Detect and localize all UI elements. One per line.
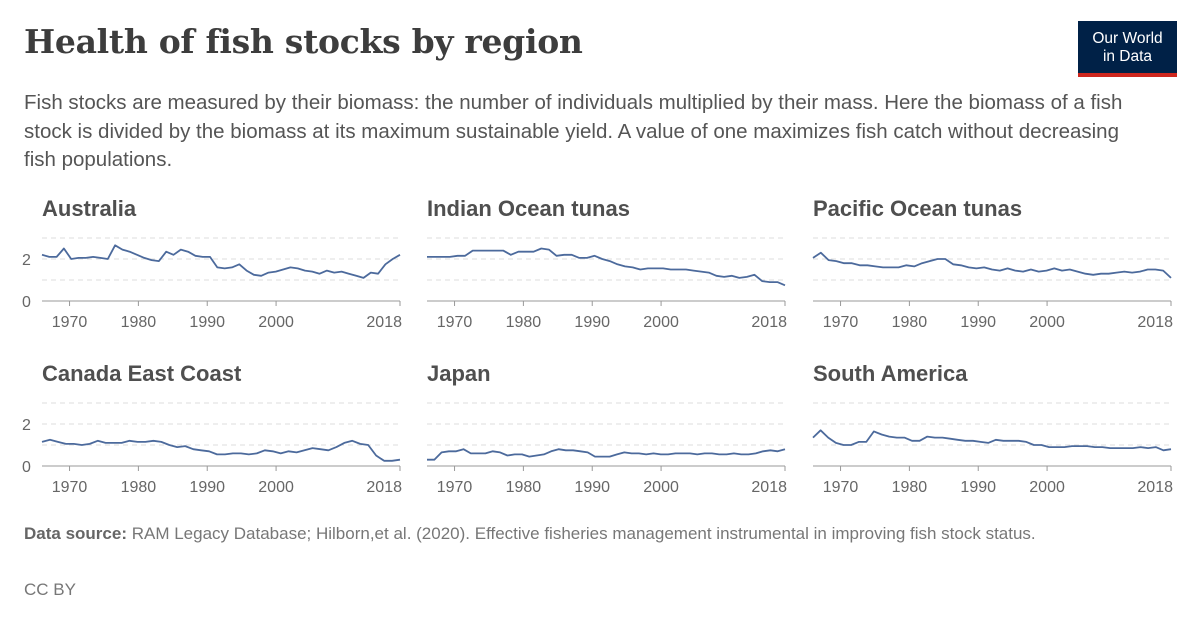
x-tick-label: 2018: [751, 479, 787, 496]
logo-line-1: Our World: [1092, 30, 1163, 47]
y-tick-label: 2: [22, 417, 31, 434]
panel-title: Australia: [42, 196, 137, 221]
x-tick-label: 1990: [189, 314, 225, 331]
panel-japan: Japan 1970 1980 1990 2000 2018: [427, 361, 787, 496]
x-tick-label: 2000: [1029, 314, 1065, 331]
panel-indian-ocean-tunas: Indian Ocean tunas 1970 1980 1990 2000 2018: [427, 196, 787, 331]
x-tick-label: 2000: [643, 479, 679, 496]
x-tick-label: 2018: [366, 314, 402, 331]
chart-subtitle: Fish stocks are measured by their biomas…: [24, 91, 1123, 171]
x-tick-label: 2018: [1137, 314, 1173, 331]
x-tick-label: 1970: [52, 314, 88, 331]
data-source: Data source: RAM Legacy Database; Hilbor…: [24, 522, 1154, 546]
x-tick-label: 1990: [189, 479, 225, 496]
panel-title: Indian Ocean tunas: [427, 196, 630, 221]
panel-title: South America: [813, 361, 968, 386]
x-tick-label: 2000: [643, 314, 679, 331]
x-tick-label: 1970: [437, 479, 473, 496]
panel-pacific-ocean-tunas: Pacific Ocean tunas 1970 1980 1990 2000 2018: [812, 196, 1173, 331]
x-tick-label: 1980: [892, 479, 928, 496]
x-tick-label: 1970: [52, 479, 88, 496]
series-line: [427, 247, 786, 287]
chart-title: Health of fish stocks by region: [24, 22, 583, 61]
series-line: [41, 438, 401, 462]
x-tick-label: 1980: [121, 479, 157, 496]
x-tick-label: 2018: [1137, 479, 1173, 496]
panel-title: Japan: [427, 361, 491, 386]
panel-title: Pacific Ocean tunas: [813, 196, 1022, 221]
y-tick-label: 0: [22, 294, 31, 311]
panel-south-america: South America 1970 1980 1990 2000 2018: [812, 361, 1173, 496]
x-tick-label: 1990: [574, 479, 610, 496]
x-tick-label: 1980: [892, 314, 928, 331]
series-line: [812, 251, 1172, 279]
x-tick-label: 1990: [960, 479, 996, 496]
x-tick-label: 2000: [258, 479, 294, 496]
panel-australia: Australia 0 2 1970 1980 1990 2000 2018: [22, 196, 402, 331]
x-tick-label: 2000: [1029, 479, 1065, 496]
source-label: Data source:: [24, 524, 127, 543]
series-line: [41, 244, 401, 279]
owid-logo[interactable]: Our World in Data: [1078, 21, 1177, 77]
y-tick-label: 2: [22, 252, 31, 269]
license: CC BY: [24, 580, 76, 599]
source-text: RAM Legacy Database; Hilborn,et al. (202…: [131, 524, 1036, 543]
y-tick-label: 0: [22, 459, 31, 476]
panel-title: Canada East Coast: [42, 361, 242, 386]
panel-canada-east-coast: Canada East Coast 0 2 1970 1980 1990 2000 2018: [22, 361, 402, 496]
x-tick-label: 1970: [823, 314, 859, 331]
logo-line-2: in Data: [1102, 48, 1153, 65]
series-line: [427, 448, 786, 461]
x-tick-label: 1980: [506, 314, 542, 331]
x-tick-label: 2018: [366, 479, 402, 496]
x-tick-label: 1990: [574, 314, 610, 331]
series-line: [812, 429, 1172, 452]
x-tick-label: 1980: [121, 314, 157, 331]
x-tick-label: 1970: [437, 314, 473, 331]
x-tick-label: 1970: [823, 479, 859, 496]
x-tick-label: 1980: [506, 479, 542, 496]
x-tick-label: 2000: [258, 314, 294, 331]
x-tick-label: 2018: [751, 314, 787, 331]
x-tick-label: 1990: [960, 314, 996, 331]
